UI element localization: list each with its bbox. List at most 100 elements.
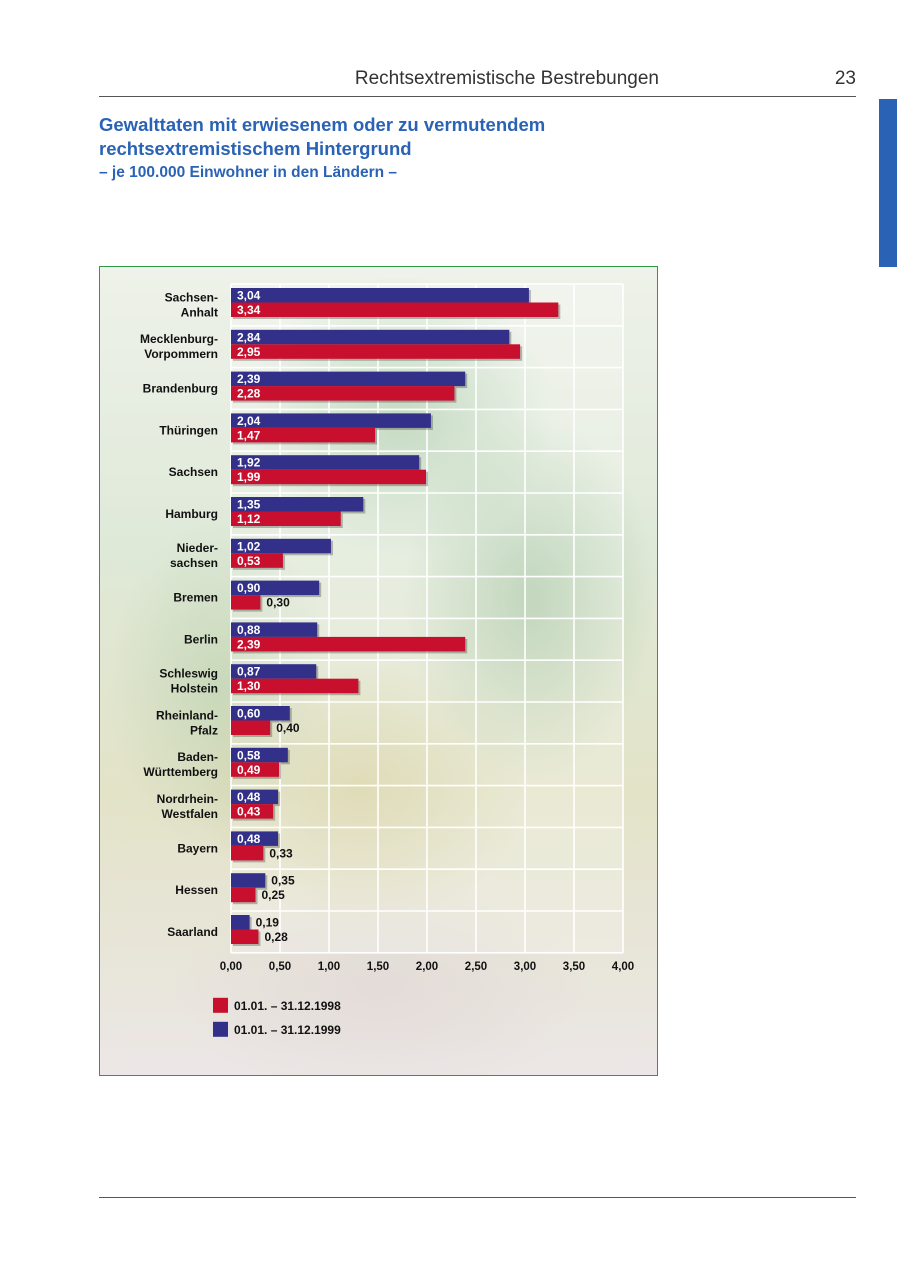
data-label-1999: 0,90 [237, 581, 261, 595]
x-tick-label: 0,50 [269, 961, 291, 973]
category-label: Schleswig [159, 667, 218, 681]
category-label: Vorpommern [144, 347, 218, 361]
category-label: Nordrhein- [157, 792, 218, 806]
bar-1999 [231, 371, 466, 387]
category-label: Sachsen- [165, 290, 218, 304]
bar-1999 [231, 747, 288, 763]
category-label: Baden- [177, 750, 218, 764]
data-label-1999: 1,35 [237, 498, 261, 512]
bar-1998 [231, 636, 466, 652]
bar-1998 [231, 845, 264, 861]
data-label-1999: 2,39 [237, 372, 261, 386]
bar-1999 [231, 915, 250, 930]
category-label: Nieder- [177, 541, 218, 555]
bar-1998 [231, 302, 559, 317]
chart-heading: Gewalttaten mit erwiesenem oder zu vermu… [99, 113, 659, 185]
bar-1998 [231, 929, 259, 944]
data-label-1998: 2,39 [237, 637, 261, 651]
category-label: Holstein [171, 682, 218, 696]
data-label-1998: 0,40 [276, 721, 300, 735]
data-label-1999: 0,87 [237, 665, 261, 679]
data-label-1999: 3,04 [237, 289, 261, 303]
data-label-1998: 0,43 [237, 805, 261, 819]
data-label-1998: 0,25 [262, 888, 286, 902]
bar-1999 [231, 413, 431, 428]
bar-1998 [231, 553, 283, 568]
data-label-1999: 0,60 [237, 707, 261, 721]
x-tick-label: 0,00 [220, 961, 242, 973]
x-tick-label: 1,00 [318, 961, 340, 973]
bar-1998 [231, 469, 427, 485]
category-label: Rheinland- [156, 708, 218, 722]
bar-1998 [231, 511, 341, 526]
x-tick-label: 2,00 [416, 961, 438, 973]
chart-frame: 0,00 0,50 1,00 1,50 2,00 2,50 3,00 3,50 4,00 Sach… [99, 266, 658, 1076]
category-label: Hamburg [165, 507, 218, 521]
bar-1999 [231, 873, 266, 888]
category-label: Westfalen [162, 807, 218, 821]
heading-subtitle: – je 100.000 Einwohner in den Ländern – [99, 164, 398, 181]
bar-1999 [231, 580, 320, 596]
bar-1998 [231, 887, 256, 903]
category-label: Saarland [167, 925, 218, 939]
bar-1998 [231, 344, 521, 359]
category-label: Bremen [173, 591, 218, 605]
data-label-1999: 2,04 [237, 414, 261, 428]
bar-chart: 0,00 0,50 1,00 1,50 2,00 2,50 3,00 3,50 4,00 Sach… [140, 283, 634, 1037]
data-label-1999: 0,58 [237, 748, 261, 762]
bar-1999 [231, 831, 279, 846]
bar-1998 [231, 678, 359, 694]
legend-swatch [213, 997, 228, 1013]
data-label-1999: 1,92 [237, 456, 261, 470]
bar-1999 [231, 455, 420, 470]
bar-1998 [231, 720, 271, 735]
data-label-1998: 1,47 [237, 428, 261, 442]
data-label-1999: 1,02 [237, 539, 261, 553]
bar-1999 [231, 329, 510, 345]
data-label-1998: 1,30 [237, 679, 261, 693]
data-label-1998: 3,34 [237, 303, 261, 317]
data-label-1998: 0,33 [269, 846, 293, 860]
legend-label: 01.01. – 31.12.1998 [234, 999, 341, 1013]
bar-1999 [231, 706, 290, 721]
category-label: Brandenburg [143, 382, 218, 396]
data-label-1999: 0,19 [256, 916, 280, 930]
bar-1998 [231, 804, 274, 819]
data-label-1998: 0,49 [237, 763, 261, 777]
bar-1998 [231, 386, 455, 401]
category-label: Sachsen [169, 465, 218, 479]
legend-swatch [213, 1021, 228, 1037]
category-label: Hessen [175, 883, 218, 897]
category-label: Pfalz [190, 723, 218, 737]
data-label-1998: 2,28 [237, 387, 261, 401]
data-label-1999: 2,84 [237, 330, 261, 344]
category-label: Mecklenburg- [140, 332, 218, 346]
section-tab-marker [879, 99, 897, 267]
heading-line-1: Gewalttaten mit erwiesenem oder zu vermu… [99, 114, 546, 135]
data-label-1998: 1,12 [237, 512, 261, 526]
data-label-1999: 0,48 [237, 832, 261, 846]
data-label-1999: 0,88 [237, 623, 261, 637]
x-tick-label: 3,50 [563, 961, 585, 973]
bar-1999 [231, 288, 529, 303]
x-tick-label: 1,50 [367, 961, 389, 973]
x-tick-label: 4,00 [612, 961, 634, 973]
data-label-1999: 0,48 [237, 790, 261, 804]
data-label-1998: 2,95 [237, 345, 261, 359]
bar-1999 [231, 538, 331, 554]
running-head: Rechtsextremistische Bestrebungen 23 [99, 66, 856, 97]
x-tick-label: 2,50 [465, 961, 487, 973]
bar-1998 [231, 595, 261, 610]
data-label-1998: 1,99 [237, 470, 261, 484]
bar-1998 [231, 427, 376, 443]
bar-1998 [231, 762, 280, 777]
x-tick-label: 3,00 [514, 961, 536, 973]
bar-1999 [231, 497, 364, 512]
bar-1999 [231, 622, 318, 637]
heading-line-2: rechtsextremistischem Hintergrund [99, 138, 412, 159]
page-number: 23 [834, 68, 856, 89]
category-label: Thüringen [159, 423, 218, 437]
legend-label: 01.01. – 31.12.1999 [234, 1023, 341, 1037]
category-label: Bayern [177, 841, 218, 855]
bar-1999 [231, 789, 279, 805]
